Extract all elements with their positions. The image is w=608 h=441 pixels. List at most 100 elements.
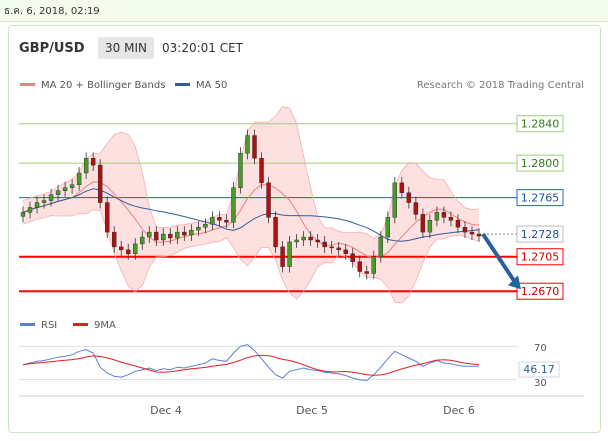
candle-body-5 xyxy=(55,190,61,195)
interval-label: 30 MIN xyxy=(105,41,147,55)
candle-body-45 xyxy=(336,247,341,251)
bollinger-legend-label: MA 20 + Bollinger Bands xyxy=(41,80,165,91)
candle-body-8 xyxy=(76,172,82,186)
candle-body-54 xyxy=(399,182,405,193)
date-text: ธ.ค. 6, 2018, 02:19 xyxy=(4,6,100,17)
ma50-legend-swatch xyxy=(175,83,190,86)
rsi-level-70: 70 xyxy=(534,343,547,354)
rsi-line xyxy=(22,344,480,382)
candle-body-62 xyxy=(455,220,461,228)
rsi-plot-area xyxy=(19,344,517,382)
price-chart: GBP/USD 30 MIN 03:20:01 CET MA 20 + Boll… xyxy=(19,37,584,417)
forecast-arrow-shaft xyxy=(481,232,517,284)
candle-body-65 xyxy=(476,233,482,237)
price-level-label-2: 1.2765 xyxy=(521,192,560,205)
candle-body-31 xyxy=(238,153,243,188)
candle-body-21 xyxy=(168,233,173,239)
candle-body-43 xyxy=(322,241,327,248)
candle-body-37 xyxy=(280,246,285,267)
symbol-label: GBP/USD xyxy=(19,41,85,56)
candle-body-44 xyxy=(329,246,334,249)
candle-body-25 xyxy=(196,226,201,231)
bollinger-upper-line xyxy=(22,106,480,239)
candle-body-34 xyxy=(259,158,264,184)
time-label: 03:20:01 CET xyxy=(162,41,244,55)
price-level-box-5 xyxy=(516,282,564,300)
candle-body-4 xyxy=(48,194,54,201)
candle-body-53 xyxy=(392,182,398,218)
rsi-ma-legend-label: 9MA xyxy=(94,320,116,331)
candle-body-2 xyxy=(34,202,40,208)
candle-body-61 xyxy=(448,217,454,221)
candle-body-29 xyxy=(224,220,229,223)
candle-body-46 xyxy=(343,249,348,254)
candle-body-48 xyxy=(357,261,362,272)
rsi-legend-label: RSI xyxy=(41,320,57,331)
candle-body-7 xyxy=(69,184,75,188)
candle-body-47 xyxy=(350,253,355,262)
bollinger-legend-swatch xyxy=(20,83,35,86)
candle-body-11 xyxy=(97,164,103,203)
candle-body-39 xyxy=(294,239,299,243)
price-level-box-0 xyxy=(516,115,564,133)
price-level-box-3 xyxy=(516,225,564,243)
candle-body-14 xyxy=(119,246,124,251)
rsi-current-box xyxy=(518,361,560,378)
forecast-arrow-head xyxy=(508,275,521,290)
rsi-ma-line xyxy=(22,354,480,376)
rsi-level-30: 30 xyxy=(534,378,547,389)
candle-body-3 xyxy=(41,200,47,203)
candle-body-40 xyxy=(301,236,306,241)
candle-body-20 xyxy=(161,233,166,241)
price-level-label-3: 1.2728 xyxy=(521,228,560,241)
candle-body-42 xyxy=(315,239,320,243)
candle-body-28 xyxy=(217,217,222,221)
x-tick-dec5: Dec 5 xyxy=(296,404,328,417)
candle-body-63 xyxy=(462,226,468,233)
candle-body-9 xyxy=(83,158,89,174)
candle-body-10 xyxy=(90,158,96,166)
candle-body-15 xyxy=(126,249,131,254)
interval-badge[interactable] xyxy=(98,37,154,59)
price-level-label-4: 1.2705 xyxy=(521,251,560,264)
chart-card: GBP/USD 30 MIN 03:20:01 CET MA 20 + Boll… xyxy=(8,25,601,433)
candle-body-16 xyxy=(133,243,138,254)
candle-body-36 xyxy=(273,217,278,248)
candle-body-59 xyxy=(434,212,440,221)
price-level-label-5: 1.2670 xyxy=(521,285,560,298)
ma50-legend-label: MA 50 xyxy=(196,80,227,91)
candle-body-51 xyxy=(378,236,383,257)
rsi-legend-swatch xyxy=(20,323,35,326)
x-tick-dec6: Dec 6 xyxy=(443,404,475,417)
price-level-box-1 xyxy=(516,154,564,172)
price-level-box-4 xyxy=(516,248,564,266)
candle-body-50 xyxy=(371,256,376,274)
candle-body-33 xyxy=(252,135,257,159)
rsi-current-value: 46.17 xyxy=(523,363,555,376)
main-plot-area: 1.2840 1.2800 1.2765 1.2728 1.2705 1.2670 xyxy=(19,106,564,304)
x-tick-dec4: Dec 4 xyxy=(150,404,182,417)
price-level-box-2 xyxy=(516,189,564,207)
candle-body-24 xyxy=(189,229,194,236)
candle-body-55 xyxy=(406,192,412,203)
candle-body-56 xyxy=(413,202,419,215)
candle-body-60 xyxy=(441,212,447,218)
candle-body-35 xyxy=(266,182,271,218)
candle-body-27 xyxy=(210,217,215,225)
bollinger-lower-line xyxy=(22,209,480,304)
candle-body-38 xyxy=(287,241,292,267)
candle-body-41 xyxy=(308,236,313,241)
candle-body-12 xyxy=(104,202,110,233)
bollinger-band xyxy=(23,106,479,303)
candle-body-13 xyxy=(111,231,117,248)
rsi-ma-legend-swatch xyxy=(73,323,88,326)
candle-body-0 xyxy=(20,212,26,217)
credit-label: Research © 2018 Trading Central xyxy=(417,80,584,91)
date-bar: ธ.ค. 6, 2018, 02:19 xyxy=(0,0,608,22)
candle-body-58 xyxy=(427,220,433,233)
candle-body-17 xyxy=(140,236,145,245)
candle-body-18 xyxy=(147,231,152,238)
price-level-label-0: 1.2840 xyxy=(521,118,560,131)
candle-body-19 xyxy=(154,231,159,241)
candle-body-32 xyxy=(245,135,250,154)
